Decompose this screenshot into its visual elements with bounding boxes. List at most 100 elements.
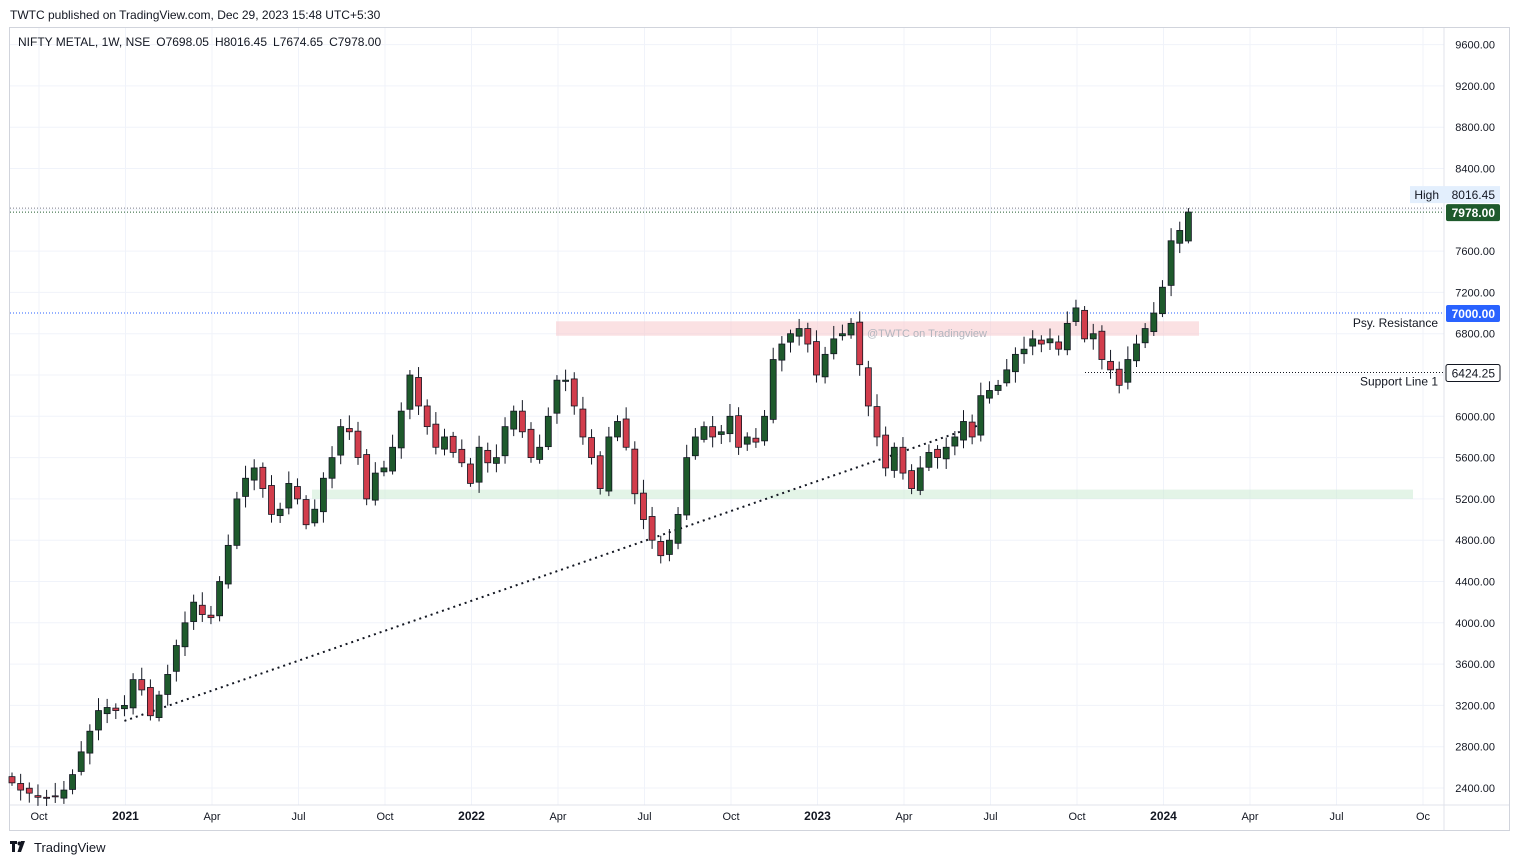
candle-body bbox=[570, 378, 578, 407]
y-tick-label: 2400.00 bbox=[1455, 783, 1495, 795]
legend-high: H8016.45 bbox=[214, 35, 268, 49]
candle-body bbox=[994, 384, 1002, 391]
brand-label: TradingView bbox=[34, 840, 106, 855]
candle-body bbox=[432, 423, 440, 448]
candle-body bbox=[804, 328, 812, 345]
symbol-legend[interactable]: NIFTY METAL, 1W, NSE O7698.05 H8016.45 L767… bbox=[18, 35, 387, 49]
candle-body bbox=[77, 751, 85, 772]
chart-frame[interactable] bbox=[9, 27, 1510, 831]
candle-body bbox=[484, 449, 492, 464]
candle-body bbox=[743, 436, 751, 445]
candle-body bbox=[155, 694, 163, 718]
candle-body bbox=[1150, 312, 1158, 333]
candle-body bbox=[674, 513, 682, 544]
candle-body bbox=[268, 485, 275, 515]
candle-body bbox=[406, 374, 414, 410]
watermark-text: @TWTC on Tradingview bbox=[867, 328, 987, 340]
candle-body bbox=[224, 544, 232, 585]
candle-body bbox=[596, 455, 604, 489]
y-tick-label: 9200.00 bbox=[1455, 81, 1495, 93]
candle-body bbox=[475, 446, 483, 483]
candle-body bbox=[1176, 230, 1184, 244]
x-tick-label: 2024 bbox=[1150, 809, 1177, 823]
x-tick-label: 2022 bbox=[458, 809, 485, 823]
candle-body bbox=[864, 367, 872, 407]
candle-body bbox=[899, 446, 907, 474]
psy-price-value: 7000.00 bbox=[1452, 307, 1496, 321]
high-value-bg bbox=[1446, 186, 1500, 204]
y-tick-label: 8400.00 bbox=[1455, 164, 1495, 176]
y-tick-label: 7200.00 bbox=[1455, 287, 1495, 299]
x-tick-label: Oc bbox=[1416, 811, 1431, 823]
candle-body bbox=[856, 321, 864, 366]
x-tick-label: Oct bbox=[376, 811, 393, 823]
candle-body bbox=[60, 789, 68, 799]
candle-body bbox=[380, 467, 388, 473]
y-tick-label: 2800.00 bbox=[1455, 742, 1495, 754]
candle-body bbox=[17, 783, 25, 791]
candle-body bbox=[181, 622, 189, 648]
candle-body bbox=[501, 426, 509, 457]
candle-body bbox=[683, 457, 691, 516]
candle-body bbox=[1185, 211, 1192, 242]
candle-body bbox=[441, 436, 448, 450]
support-zone bbox=[312, 489, 1413, 499]
candle-body bbox=[735, 415, 742, 448]
candle-body bbox=[968, 421, 976, 438]
last-price-tag bbox=[1446, 204, 1500, 222]
candle-body bbox=[198, 604, 206, 615]
candle-body bbox=[112, 707, 120, 711]
candle-body bbox=[821, 353, 829, 378]
candle-body bbox=[588, 437, 595, 458]
candle-body bbox=[51, 795, 59, 798]
candle-body bbox=[25, 787, 33, 794]
candle-body bbox=[518, 410, 526, 433]
y-tick-label: 7600.00 bbox=[1455, 246, 1495, 258]
candle-body bbox=[951, 436, 959, 447]
candle-body bbox=[311, 508, 319, 524]
candle-body bbox=[527, 428, 535, 459]
candle-body bbox=[1107, 360, 1114, 371]
x-tick-label: Apr bbox=[895, 811, 912, 823]
candle-body bbox=[259, 466, 267, 489]
candle-body bbox=[276, 508, 284, 517]
candle-body bbox=[467, 463, 474, 484]
support-price-tag bbox=[1445, 363, 1501, 382]
tradingview-brand[interactable]: TradingView bbox=[10, 840, 106, 855]
x-tick-label: Apr bbox=[203, 811, 220, 823]
psy-resistance-label: Psy. Resistance bbox=[1353, 316, 1438, 330]
candle-body bbox=[769, 359, 777, 420]
y-tick-label: 5200.00 bbox=[1455, 494, 1495, 506]
candle-body bbox=[1046, 338, 1054, 344]
candle-body bbox=[1029, 338, 1037, 347]
candle-body bbox=[423, 405, 431, 428]
candle-body bbox=[1133, 343, 1140, 362]
high-value: 8016.45 bbox=[1452, 188, 1496, 202]
candle-body bbox=[121, 705, 128, 710]
publisher-line: TWTC published on TradingView.com, Dec 2… bbox=[10, 8, 381, 22]
x-tick-label: Jul bbox=[291, 811, 305, 823]
x-tick-label: 2021 bbox=[112, 809, 139, 823]
candle-body bbox=[1055, 341, 1063, 350]
psy-price-tag bbox=[1446, 305, 1500, 323]
candle-body bbox=[1012, 353, 1019, 373]
rising-trendline bbox=[124, 423, 982, 722]
candle-body bbox=[138, 679, 146, 691]
candle-body bbox=[977, 395, 985, 436]
candle-body bbox=[942, 446, 950, 460]
candle-body bbox=[787, 333, 794, 343]
candle-body bbox=[544, 415, 552, 448]
tradingview-logo-icon bbox=[10, 840, 25, 852]
candle-body bbox=[778, 343, 786, 361]
candle-body bbox=[605, 436, 613, 492]
y-tick-label: 4000.00 bbox=[1455, 618, 1495, 630]
candle-body bbox=[882, 434, 890, 469]
candle-body bbox=[302, 499, 310, 526]
legend-symbol: NIFTY METAL, 1W, NSE bbox=[18, 35, 151, 49]
candle-body bbox=[43, 796, 50, 799]
candle-body bbox=[345, 428, 353, 433]
y-tick-label: 4400.00 bbox=[1455, 577, 1495, 589]
candle-body bbox=[640, 492, 647, 520]
high-label-bg bbox=[1410, 186, 1446, 204]
